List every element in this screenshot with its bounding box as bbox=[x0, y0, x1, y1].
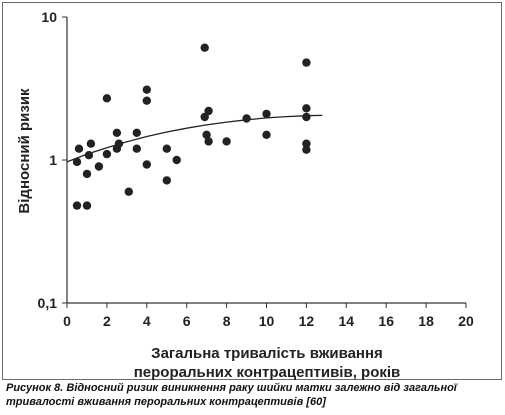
data-point bbox=[132, 128, 141, 137]
data-point bbox=[114, 139, 124, 148]
data-point bbox=[84, 151, 94, 160]
x-tick-label: 8 bbox=[223, 313, 231, 329]
data-points bbox=[72, 43, 311, 210]
y-tick-label: 1 bbox=[49, 152, 57, 168]
data-point bbox=[72, 201, 82, 210]
data-point bbox=[142, 85, 151, 94]
data-point bbox=[302, 58, 311, 67]
x-tick-label: 12 bbox=[299, 313, 315, 329]
data-point bbox=[302, 112, 311, 122]
trend-line bbox=[66, 114, 323, 163]
data-point bbox=[132, 144, 141, 153]
x-tick-label: 16 bbox=[378, 313, 394, 329]
x-tick-label: 4 bbox=[143, 313, 151, 329]
x-tick-label: 10 bbox=[259, 313, 275, 329]
data-point bbox=[222, 137, 231, 146]
data-point bbox=[204, 137, 213, 146]
y-tick-label: 0,1 bbox=[38, 295, 58, 311]
data-point bbox=[302, 139, 311, 148]
data-point bbox=[82, 169, 92, 179]
x-tick-label: 6 bbox=[183, 313, 191, 329]
axes bbox=[62, 16, 467, 308]
x-tick-label: 2 bbox=[103, 313, 111, 329]
x-tick-label: 20 bbox=[458, 313, 474, 329]
data-point bbox=[200, 43, 209, 52]
data-point bbox=[202, 130, 211, 139]
data-point bbox=[74, 144, 84, 153]
data-point bbox=[112, 128, 122, 137]
data-point bbox=[72, 157, 82, 167]
y-tick-label: 10 bbox=[41, 9, 57, 25]
y-axis-title: Відносний ризик bbox=[16, 88, 33, 214]
data-point bbox=[262, 109, 271, 119]
data-point bbox=[200, 112, 209, 122]
data-point bbox=[94, 162, 104, 171]
x-axis-title-line-1: Загальна тривалість вживання bbox=[151, 345, 383, 362]
data-point bbox=[302, 104, 311, 113]
x-tick-label: 14 bbox=[339, 313, 355, 329]
data-point bbox=[102, 94, 112, 103]
figure-caption: Рисунок 8. Відносний ризик виникнення ра… bbox=[6, 382, 457, 408]
data-point bbox=[162, 144, 171, 153]
data-point bbox=[142, 96, 151, 105]
data-point bbox=[124, 187, 133, 196]
trend-line-group bbox=[66, 114, 323, 163]
data-point bbox=[242, 114, 251, 123]
data-point bbox=[162, 176, 171, 185]
data-point bbox=[204, 106, 213, 116]
tick-labels: 0 2 4 6 8 10 12 14 16 18 20 0,1 1 10 bbox=[38, 9, 474, 329]
data-point bbox=[142, 160, 151, 169]
data-point bbox=[262, 130, 271, 139]
x-axis-title-line-2: пероральних контрацептивів, років bbox=[134, 364, 401, 381]
data-point bbox=[86, 139, 96, 148]
x-tick-label: 0 bbox=[63, 313, 71, 329]
data-point bbox=[82, 201, 92, 210]
data-point bbox=[102, 149, 112, 159]
chart-frame: 0 2 4 6 8 10 12 14 16 18 20 0,1 1 10 Відносний ризик … bbox=[2, 2, 502, 381]
data-point bbox=[172, 155, 181, 165]
data-point bbox=[302, 145, 311, 154]
x-tick-label: 18 bbox=[418, 313, 434, 329]
